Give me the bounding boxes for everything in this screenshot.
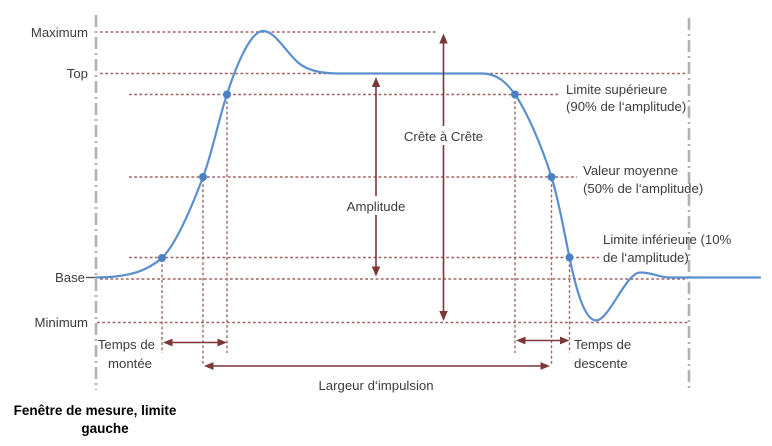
marker-dot-rise-50pct	[199, 173, 207, 181]
label-crete-a-crete: Crête à Crête	[404, 129, 483, 144]
label-temps-descente-line2: descente	[574, 356, 628, 371]
label-limite-inferieure-line1: Limite inférieure (10%	[603, 232, 732, 247]
marker-dot-fall-50pct	[547, 173, 556, 181]
pulse-curve	[94, 29, 762, 322]
label-base: Base	[55, 270, 85, 285]
label-limite-inferieure-line2: de l‘amplitude)	[603, 250, 689, 265]
label-top: Top	[67, 66, 88, 81]
amplitude-arrow	[371, 77, 381, 277]
label-limite-superieure-line1: Limite supérieure	[566, 82, 667, 97]
label-amplitude: Amplitude	[347, 199, 406, 214]
label-maximum: Maximum	[31, 25, 88, 40]
rise-time-arrow	[163, 338, 227, 347]
label-fenetre-line2: gauche	[81, 421, 129, 436]
fall-time-arrow	[516, 336, 570, 345]
crete-label-bg	[396, 126, 491, 145]
label-temps-descente-line1: Temps de	[574, 337, 631, 352]
label-limite-superieure-line2: (90% de l‘amplitude)	[566, 99, 686, 114]
marker-dot-fall-10pct	[565, 253, 574, 262]
label-minimum: Minimum	[35, 315, 88, 330]
marker-dot-fall-90pct	[511, 90, 519, 99]
pulse-width-arrow	[204, 362, 550, 370]
label-fenetre-line1: Fenêtre de mesure, limite	[14, 403, 177, 418]
amplitude-label-bg	[338, 196, 414, 215]
label-valeur-moyenne-line2: (50% de l‘amplitude)	[583, 181, 703, 196]
label-temps-montee-line1: Temps de	[98, 337, 155, 352]
marker-dot-rise-90pct	[223, 90, 231, 99]
label-valeur-moyenne-line1: Valeur moyenne	[583, 163, 678, 178]
marker-dot-rise-10pct	[158, 254, 166, 262]
crete-a-crete-arrow	[439, 33, 448, 321]
label-temps-montee-line2: montée	[108, 356, 152, 371]
label-largeur-impulsion: Largeur d‘impulsion	[318, 378, 433, 393]
